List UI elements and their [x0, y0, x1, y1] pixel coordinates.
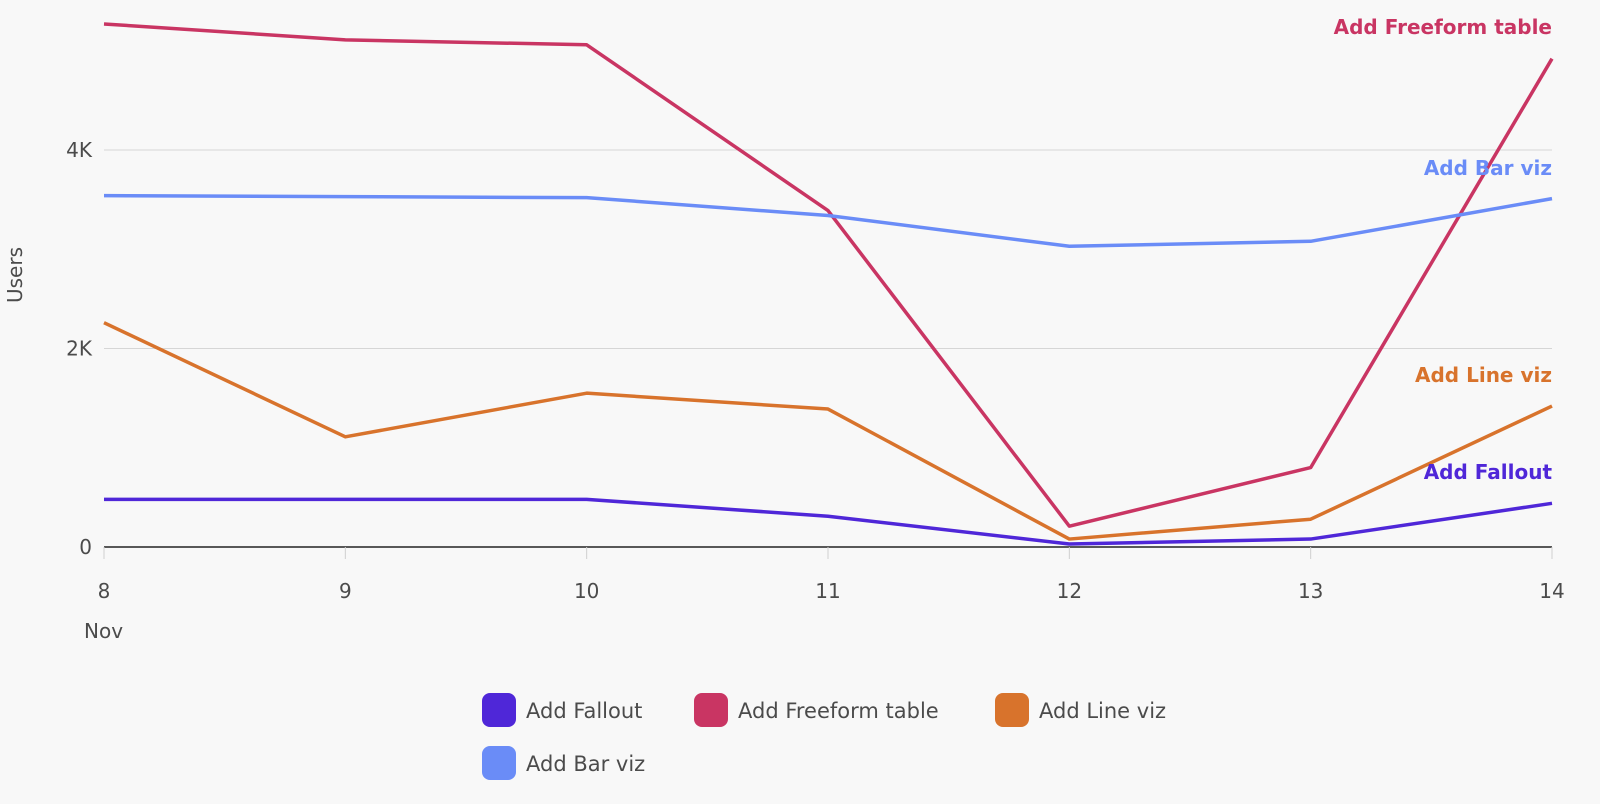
legend-item-add-line-viz[interactable]: Add Line viz [995, 693, 1166, 727]
x-tick-label: 13 [1298, 579, 1323, 603]
x-tick-label: 8 [98, 579, 111, 603]
legend-label: Add Fallout [526, 699, 642, 723]
y-tick-label: 0 [79, 535, 92, 559]
y-axis-label: Users [3, 247, 27, 303]
x-tick-label: 9 [339, 579, 352, 603]
x-axis-ticks: 8 9 10 11 12 13 14 [98, 547, 1565, 603]
end-label-add-fallout: Add Fallout [1424, 460, 1553, 484]
legend[interactable]: Add Fallout Add Freeform table Add Line vi… [482, 693, 1166, 780]
series-end-labels: Add Fallout Add Freeform table Add Line vi… [1334, 15, 1553, 484]
series-line-add-bar-viz[interactable] [104, 196, 1552, 247]
x-axis-sublabel: Nov [84, 619, 123, 643]
series-line-add-freeform-table[interactable] [104, 24, 1552, 526]
x-tick-label: 14 [1539, 579, 1564, 603]
series-line-add-line-viz[interactable] [104, 323, 1552, 539]
end-label-add-line-viz: Add Line viz [1415, 363, 1552, 387]
x-tick-label: 12 [1057, 579, 1082, 603]
legend-swatch [995, 693, 1029, 727]
y-axis-ticks: 0 2K 4K [66, 138, 93, 559]
end-label-add-bar-viz: Add Bar viz [1424, 156, 1552, 180]
legend-swatch [694, 693, 728, 727]
legend-item-add-bar-viz[interactable]: Add Bar viz [482, 746, 645, 780]
x-tick-label: 10 [574, 579, 599, 603]
legend-label: Add Freeform table [738, 699, 939, 723]
legend-swatch [482, 693, 516, 727]
x-tick-label: 11 [815, 579, 840, 603]
legend-label: Add Line viz [1039, 699, 1166, 723]
y-tick-label: 4K [66, 138, 93, 162]
series-lines [104, 24, 1552, 544]
legend-swatch [482, 746, 516, 780]
legend-item-add-freeform-table[interactable]: Add Freeform table [694, 693, 939, 727]
legend-item-add-fallout[interactable]: Add Fallout [482, 693, 642, 727]
y-tick-label: 2K [66, 337, 93, 361]
end-label-add-freeform-table: Add Freeform table [1334, 15, 1552, 39]
legend-label: Add Bar viz [526, 752, 645, 776]
